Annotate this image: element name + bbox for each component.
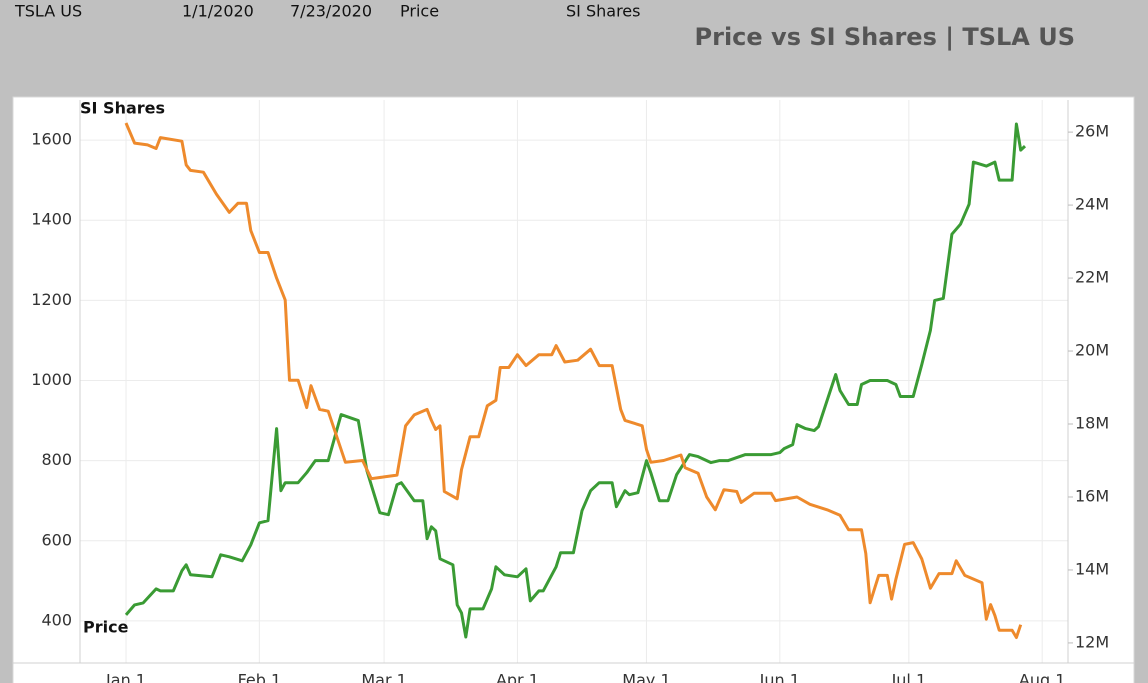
- x-tick-label: Apr 1: [496, 671, 539, 683]
- y-tick-label: 1200: [31, 290, 72, 309]
- annotation: SI Shares: [80, 99, 165, 118]
- grid: [80, 100, 1068, 663]
- y2-tick-label: 12M: [1075, 632, 1109, 651]
- x-tick-label: Jan 1: [105, 671, 146, 683]
- x-tick-label: Mar 1: [361, 671, 406, 683]
- y2-tick-label: 14M: [1075, 559, 1109, 578]
- header-field: Price: [400, 2, 439, 21]
- header-ticker: TSLA US: [14, 2, 82, 21]
- x-tick-label: Aug 1: [1019, 671, 1066, 683]
- series-layer: [124, 122, 1027, 639]
- y-tick-label: 1400: [31, 210, 72, 229]
- y-tick-label: 1600: [31, 130, 72, 149]
- series-line: [124, 122, 1027, 639]
- x-tick-label: May 1: [622, 671, 670, 683]
- y-tick-label: 1000: [31, 370, 72, 389]
- series-line: [124, 122, 1023, 639]
- y-tick-label: 400: [41, 610, 72, 629]
- y2-tick-label: 22M: [1075, 268, 1109, 287]
- y2-tick-label: 24M: [1075, 195, 1109, 214]
- plot-panel: [12, 96, 1135, 683]
- chart-title: Price vs SI Shares | TSLA US: [695, 23, 1075, 51]
- y2-tick-label: 16M: [1075, 486, 1109, 505]
- header-start-date: 1/1/2020: [182, 2, 254, 21]
- y2-tick-label: 26M: [1075, 122, 1109, 141]
- y-tick-label: 600: [41, 530, 72, 549]
- annotation: Price: [83, 618, 129, 637]
- x-tick-label: Jun 1: [759, 671, 800, 683]
- y-tick-label: 800: [41, 450, 72, 469]
- header-end-date: 7/23/2020: [290, 2, 372, 21]
- x-tick-label: Jul 1: [891, 671, 927, 683]
- header-field: SI Shares: [566, 2, 640, 21]
- x-tick-label: Feb 1: [238, 671, 282, 683]
- y2-tick-label: 20M: [1075, 341, 1109, 360]
- y2-tick-label: 18M: [1075, 414, 1109, 433]
